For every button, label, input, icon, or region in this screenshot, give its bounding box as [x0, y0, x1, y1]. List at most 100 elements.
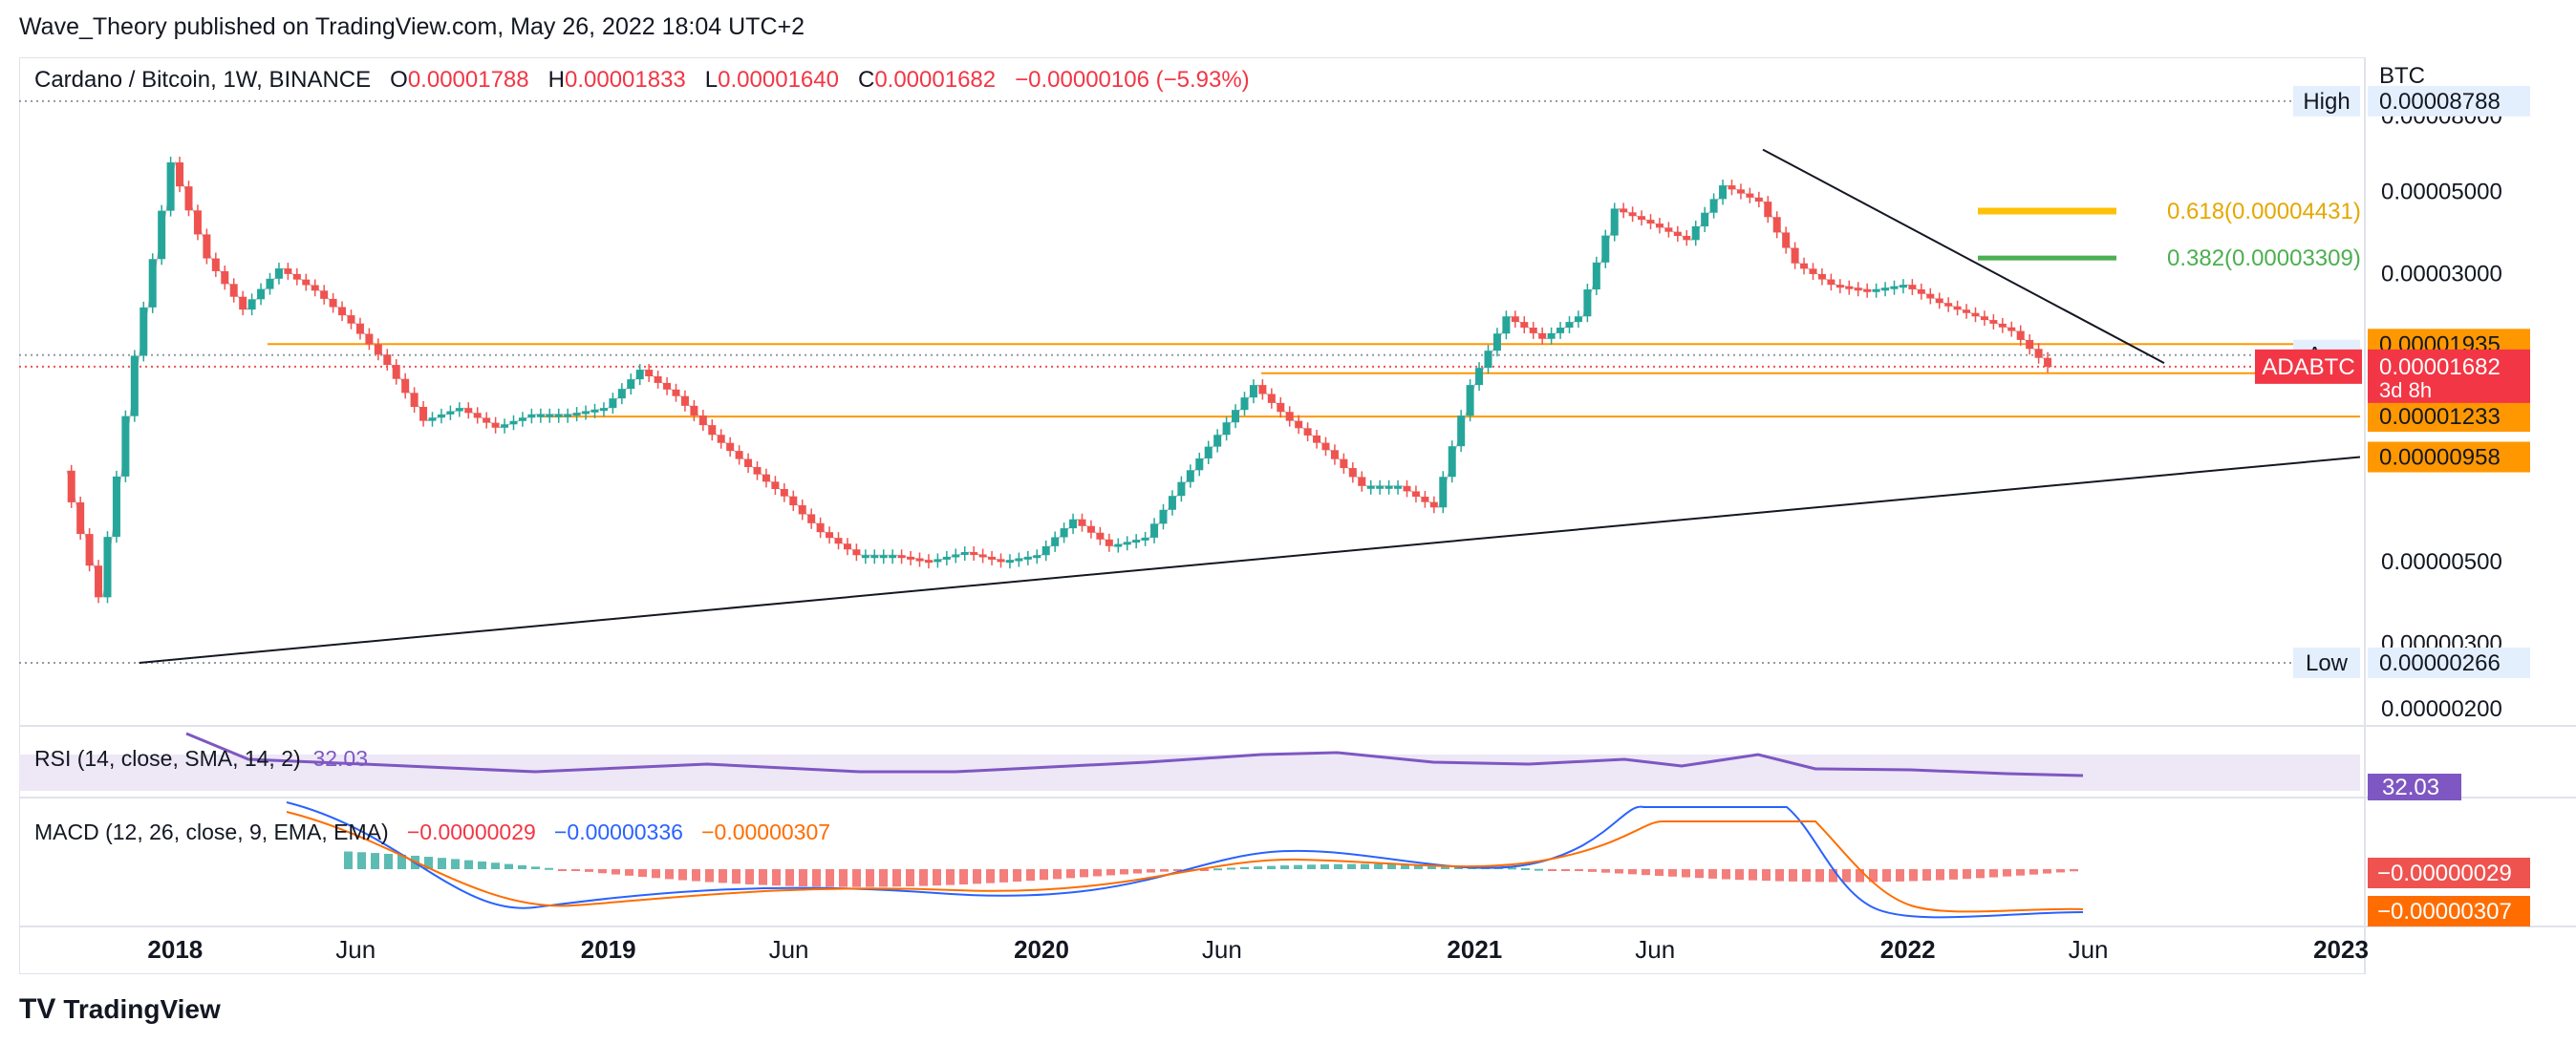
candle-body — [1683, 235, 1691, 241]
candle-body — [1809, 268, 1817, 274]
candle-body — [1033, 555, 1041, 559]
candle-body — [590, 409, 599, 413]
macd-histogram-bar — [1896, 869, 1904, 882]
macd-histogram-bar — [1120, 869, 1128, 875]
macd-histogram-bar — [1829, 869, 1837, 883]
candle-body — [852, 549, 861, 556]
candle-body — [1358, 477, 1366, 486]
macd-histogram-bar — [1695, 869, 1704, 879]
price-axis-tick: 0.00000200 — [2381, 696, 2502, 722]
candle-body — [771, 481, 780, 489]
candle-body — [1610, 208, 1619, 236]
rsi-value-box — [2368, 774, 2461, 800]
candle-body — [1791, 247, 1799, 264]
candle-body — [1583, 289, 1592, 317]
macd-histogram-bar — [999, 869, 1008, 883]
macd-histogram-bar — [2029, 869, 2038, 875]
candle-body — [1890, 286, 1899, 289]
candle-body — [798, 505, 806, 515]
candle-body — [635, 370, 644, 380]
macd-histogram-bar — [933, 869, 941, 886]
high-label-box — [2293, 85, 2360, 117]
candle-body — [2026, 339, 2034, 350]
macd-histogram-bar — [1066, 869, 1075, 879]
candle-body — [1565, 322, 1574, 328]
price-axis-divider — [2365, 57, 2366, 974]
macd-histogram-bar — [772, 869, 781, 886]
candle-body — [1475, 368, 1484, 386]
candle-body — [897, 555, 906, 559]
macd-histogram-bar — [1013, 869, 1021, 883]
low-value-box — [2368, 647, 2530, 678]
candle-body — [1944, 303, 1953, 307]
candle-body — [428, 417, 437, 421]
candle-body — [103, 537, 112, 598]
candle-body — [1872, 288, 1880, 292]
candle-body — [735, 451, 743, 459]
candle-body — [1069, 519, 1078, 529]
symbol-legend[interactable]: Cardano / Bitcoin, 1W, BINANCE O0.000017… — [34, 67, 1250, 94]
time-axis-tick: 2022 — [1880, 935, 1936, 964]
candle-body — [347, 315, 355, 324]
macd-histogram-bar — [1601, 869, 1610, 873]
macd-histogram-bar — [946, 869, 955, 885]
macd-histogram-bar — [1882, 869, 1891, 883]
candle-body — [546, 414, 554, 417]
time-axis-tick: 2021 — [1447, 935, 1502, 964]
candle-body — [1881, 287, 1890, 291]
macd-histogram-bar — [1588, 869, 1597, 872]
candle-body — [870, 555, 879, 559]
ascending-trendline — [139, 456, 2361, 664]
candle-body — [1096, 532, 1105, 540]
macd-label: MACD (12, 26, close, 9, EMA, EMA) — [34, 820, 389, 844]
candle-body — [1709, 199, 1718, 213]
candle-body — [726, 442, 735, 452]
candle-body — [1917, 288, 1925, 294]
high-value: 0.00008788 — [2379, 89, 2501, 115]
candle-body — [1267, 394, 1276, 403]
candle-body — [1998, 323, 2007, 328]
macd-histogram-bar — [1334, 863, 1342, 869]
candle-body — [166, 162, 175, 211]
candle-body — [1277, 402, 1285, 413]
macd-histogram-bar — [1307, 864, 1316, 869]
candle-body — [807, 514, 816, 523]
candle-body — [1366, 485, 1375, 489]
macd-histogram-bar — [1655, 869, 1664, 876]
macd-histogram-bar — [371, 853, 379, 869]
candle-body — [374, 344, 382, 355]
candle-body — [753, 467, 762, 475]
macd-histogram-bar — [1053, 869, 1062, 880]
candle-body — [978, 554, 987, 558]
macd-histogram-bar — [1093, 869, 1102, 877]
candle-body — [861, 555, 869, 559]
rsi-legend[interactable]: RSI (14, close, SMA, 14, 2) 32.03 — [34, 746, 368, 772]
macd-histogram-bar — [1936, 869, 1944, 881]
last-price-box — [2368, 349, 2530, 403]
candle-body — [292, 273, 301, 280]
candle-body — [401, 378, 410, 394]
price-axis-tick: 0.00003000 — [2381, 262, 2502, 287]
macd-histogram-bar — [1722, 869, 1730, 880]
candle-body — [140, 307, 148, 356]
time-axis-tick: 2020 — [1014, 935, 1069, 964]
close-label: C — [857, 67, 875, 93]
macd-histogram-bar — [745, 869, 754, 884]
candle-body — [907, 556, 915, 560]
candle-body — [627, 379, 635, 390]
macd-legend[interactable]: MACD (12, 26, close, 9, EMA, EMA) −0.000… — [34, 820, 830, 845]
candle-body — [1638, 216, 1646, 221]
candle-body — [266, 278, 274, 289]
time-axis-tick: Jun — [335, 935, 376, 964]
low-label: L — [704, 67, 719, 93]
macd-histogram-bar — [1213, 868, 1222, 871]
candle-body — [365, 333, 374, 345]
candle-body — [446, 411, 455, 415]
candle-body — [1258, 385, 1267, 394]
macd-histogram-bar — [973, 869, 981, 884]
candle-body — [1547, 332, 1556, 339]
time-axis-tick: Jun — [769, 935, 809, 964]
tradingview-brand[interactable]: TV TradingView — [19, 993, 221, 1026]
candle-body — [1421, 497, 1429, 502]
